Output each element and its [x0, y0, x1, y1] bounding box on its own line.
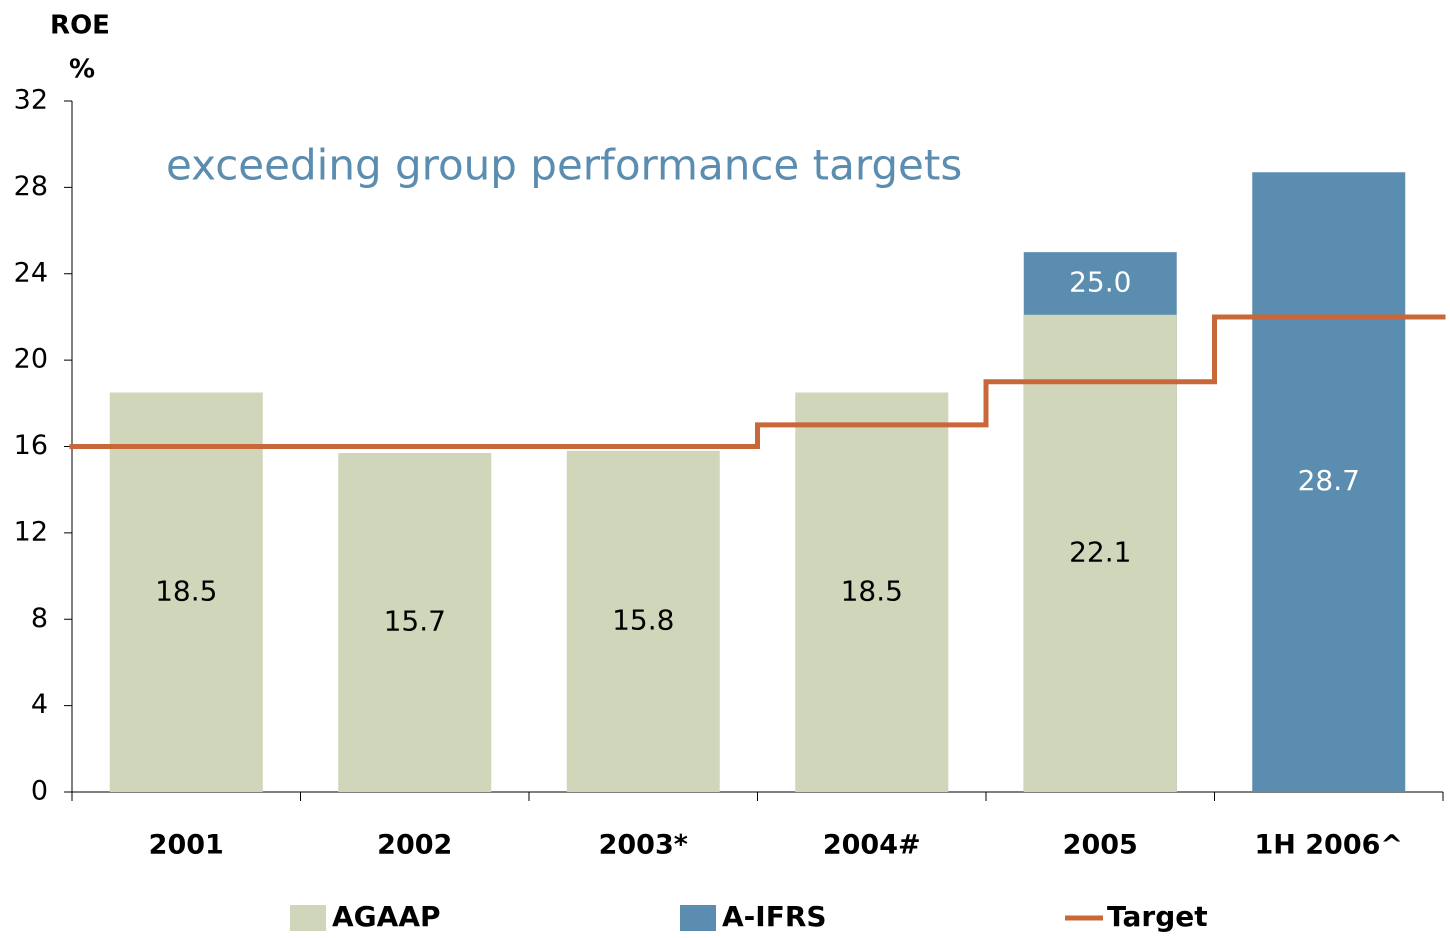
x-tick-label: 2001	[149, 830, 224, 861]
y-tick-label: 0	[31, 776, 48, 807]
x-tick-label: 2005	[1063, 830, 1138, 861]
legend-swatch	[290, 905, 326, 931]
value-label: 15.8	[612, 603, 674, 636]
y-axis-unit: %	[69, 55, 95, 85]
y-tick-label: 32	[14, 85, 48, 116]
value-label: 25.0	[1069, 265, 1131, 298]
legend-label: AGAAP	[332, 900, 441, 933]
bar	[338, 452, 492, 792]
y-tick-label: 28	[14, 171, 48, 202]
x-tick-label: 2002	[377, 830, 452, 861]
y-tick-label: 8	[31, 603, 48, 634]
bar	[566, 450, 720, 792]
y-tick-label: 4	[31, 689, 48, 720]
x-tick-label: 1H 2006^	[1254, 830, 1403, 861]
y-axis-label: ROE	[50, 11, 110, 41]
value-label: 28.7	[1298, 464, 1360, 497]
x-tick-label: 2003*	[599, 830, 688, 861]
value-label: 15.7	[384, 604, 446, 637]
value-label: 18.5	[841, 574, 903, 607]
value-label: 22.1	[1069, 535, 1131, 568]
legend-label: Target	[1107, 900, 1208, 933]
bar	[1023, 314, 1177, 792]
y-tick-label: 16	[14, 430, 48, 461]
chart-title: exceeding group performance targets	[166, 141, 962, 190]
value-label: 18.5	[155, 574, 217, 607]
x-tick-label: 2004#	[823, 830, 921, 861]
y-tick-label: 20	[14, 344, 48, 375]
legend-swatch	[680, 905, 716, 931]
y-tick-label: 12	[14, 516, 48, 547]
y-tick-label: 24	[14, 257, 48, 288]
bar	[795, 392, 949, 792]
legend-label: A-IFRS	[722, 900, 827, 933]
bar	[109, 392, 263, 792]
bar	[1252, 172, 1406, 792]
